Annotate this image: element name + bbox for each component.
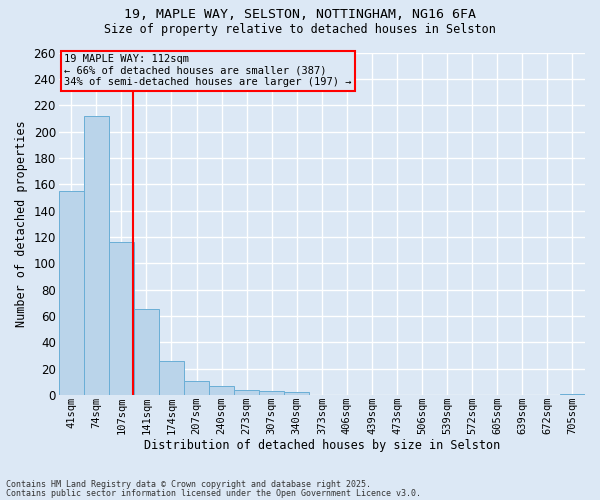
- Text: 19 MAPLE WAY: 112sqm
← 66% of detached houses are smaller (387)
34% of semi-deta: 19 MAPLE WAY: 112sqm ← 66% of detached h…: [64, 54, 352, 88]
- Bar: [284, 392, 310, 395]
- Text: Contains HM Land Registry data © Crown copyright and database right 2025.: Contains HM Land Registry data © Crown c…: [6, 480, 371, 489]
- Text: Contains public sector information licensed under the Open Government Licence v3: Contains public sector information licen…: [6, 490, 421, 498]
- Bar: [59, 191, 84, 395]
- Text: 19, MAPLE WAY, SELSTON, NOTTINGHAM, NG16 6FA: 19, MAPLE WAY, SELSTON, NOTTINGHAM, NG16…: [124, 8, 476, 20]
- Y-axis label: Number of detached properties: Number of detached properties: [15, 120, 28, 327]
- Bar: [234, 390, 259, 395]
- Text: Size of property relative to detached houses in Selston: Size of property relative to detached ho…: [104, 22, 496, 36]
- Bar: [184, 380, 209, 395]
- Bar: [560, 394, 585, 395]
- X-axis label: Distribution of detached houses by size in Selston: Distribution of detached houses by size …: [144, 440, 500, 452]
- Bar: [159, 361, 184, 395]
- Bar: [134, 310, 159, 395]
- Bar: [84, 116, 109, 395]
- Bar: [259, 391, 284, 395]
- Bar: [209, 386, 234, 395]
- Bar: [109, 242, 134, 395]
